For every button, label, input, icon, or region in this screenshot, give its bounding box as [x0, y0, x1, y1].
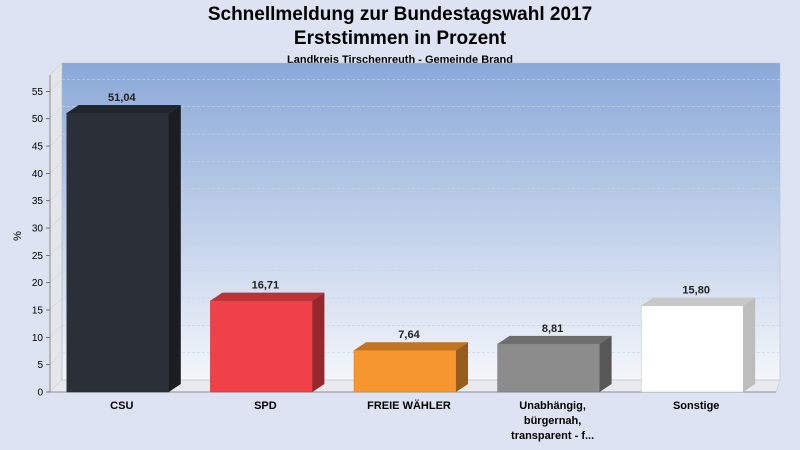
bar-side	[599, 335, 612, 392]
x-tick-label: Unabhängig,	[519, 400, 586, 412]
chart-title: Schnellmeldung zur Bundestagswahl 2017	[207, 4, 593, 25]
y-axis-label: %	[12, 231, 24, 241]
gridline-side	[49, 325, 63, 338]
chart-title-line2: Erststimmen in Prozent	[293, 28, 507, 49]
gridline-side	[49, 352, 63, 365]
y-tick-label: 30	[32, 224, 44, 235]
bar-side	[743, 297, 756, 392]
y-tick-label: 0	[37, 388, 43, 399]
gridline-side	[49, 215, 63, 229]
x-tick-label: Sonstige	[673, 400, 719, 412]
y-tick-label: 55	[32, 87, 44, 98]
gridline-side	[49, 161, 63, 174]
x-tick-label: CSU	[110, 400, 133, 412]
gridline-side	[49, 297, 63, 311]
bar	[640, 305, 744, 393]
gridline-side	[49, 133, 63, 147]
bar-top	[641, 297, 756, 306]
y-tick-label: 40	[32, 169, 44, 180]
y-tick-label: 25	[32, 251, 44, 262]
data-label: 51,04	[108, 92, 136, 104]
gridline-side	[49, 188, 63, 201]
bar-side	[312, 292, 325, 392]
gridline-side	[49, 270, 63, 283]
bar-top	[210, 292, 325, 301]
plot-side-wall	[49, 62, 63, 393]
y-tick-label: 5	[37, 360, 43, 371]
x-tick-label: SPD	[254, 400, 277, 412]
bar	[353, 349, 457, 393]
data-label: 16,71	[252, 280, 280, 292]
gridline-side	[49, 243, 63, 256]
gridline-side	[49, 106, 63, 119]
y-tick-label: 10	[32, 333, 44, 344]
y-tick-label: 45	[32, 142, 44, 153]
y-tick-label: 20	[32, 278, 44, 289]
data-label: 15,80	[682, 285, 710, 297]
bar-side	[456, 342, 468, 392]
bar-top	[66, 105, 181, 114]
bar	[497, 343, 600, 393]
bar-top	[497, 335, 612, 344]
y-tick-label: 35	[32, 196, 44, 207]
bar-side	[168, 105, 181, 392]
x-tick-label: FREIE WÄHLER	[367, 399, 451, 412]
bar-top	[354, 342, 468, 351]
bar	[66, 112, 170, 393]
x-tick-label: transparent - f...	[511, 430, 594, 442]
data-label: 7,64	[398, 329, 420, 341]
y-tick-label: 50	[32, 114, 44, 125]
y-tick-label: 15	[32, 306, 44, 317]
bar	[210, 300, 313, 393]
x-tick-label: bürgernah,	[524, 415, 581, 427]
gridline-side	[49, 79, 63, 92]
data-label: 8,81	[542, 323, 563, 335]
